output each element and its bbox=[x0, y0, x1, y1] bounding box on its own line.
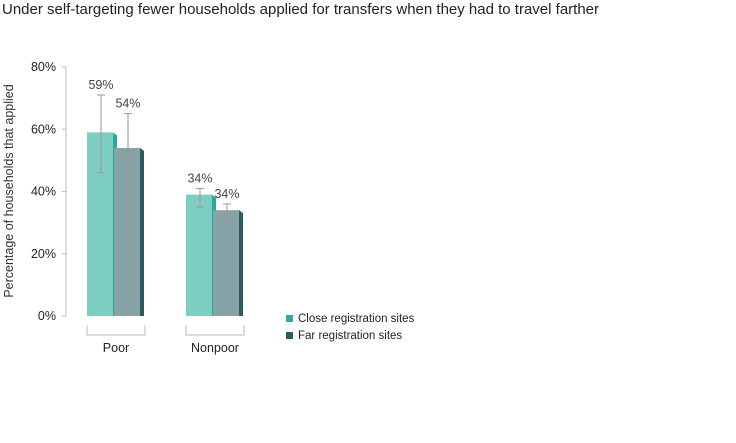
x-category-bracket bbox=[185, 325, 245, 336]
y-axis: 0% 20% 40% 60% 80% bbox=[31, 60, 67, 323]
y-tick-label: 60% bbox=[31, 122, 56, 136]
bar-side bbox=[239, 210, 243, 316]
data-label: 54% bbox=[115, 97, 140, 111]
x-tick-label: Poor bbox=[103, 341, 129, 355]
x-axis: Poor Nonpoor bbox=[86, 325, 245, 355]
bar-side bbox=[140, 147, 144, 316]
chart-title: Under self-targeting fewer households ap… bbox=[2, 1, 599, 18]
y-tick-label: 0% bbox=[38, 309, 56, 323]
x-tick-label: Nonpoor bbox=[191, 341, 239, 355]
bar bbox=[213, 210, 239, 316]
y-tick-label: 20% bbox=[31, 247, 56, 261]
legend-swatch bbox=[286, 315, 293, 322]
x-category-bracket bbox=[86, 325, 146, 336]
y-axis-title: Percentage of households that applied bbox=[2, 84, 16, 297]
bars: 59% 34% 54% 34% bbox=[87, 78, 243, 316]
y-tick-label: 80% bbox=[31, 60, 56, 74]
legend: Close registration sites Far registration… bbox=[286, 313, 415, 342]
data-label: 34% bbox=[187, 171, 212, 185]
legend-label: Close registration sites bbox=[298, 313, 415, 325]
data-label: 59% bbox=[88, 78, 113, 92]
y-tick-label: 40% bbox=[31, 185, 56, 199]
data-label: 34% bbox=[214, 187, 239, 201]
bar bbox=[114, 147, 140, 316]
legend-label: Far registration sites bbox=[298, 330, 402, 342]
bar bbox=[87, 132, 113, 316]
bar bbox=[186, 194, 212, 316]
legend-swatch bbox=[286, 332, 293, 339]
